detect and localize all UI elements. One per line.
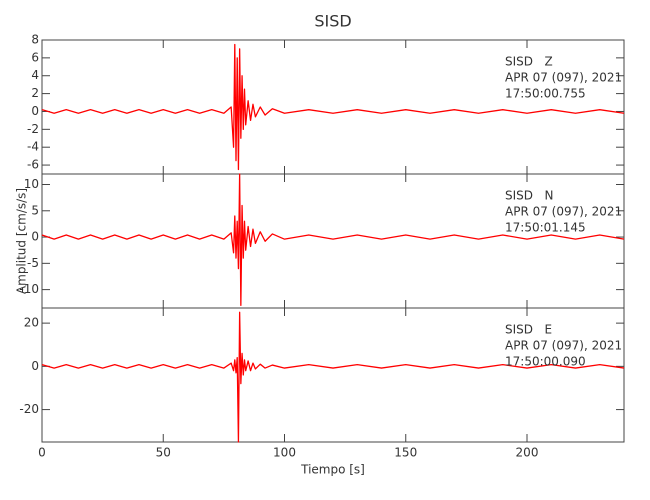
waveform [41, 173, 625, 307]
x-axis-label: Tiempo [s] [300, 463, 365, 477]
annotation: APR 07 (097), 2021 [505, 339, 622, 353]
y-tick-label: 20 [24, 316, 39, 330]
annotation: 17:50:00.090 [505, 355, 586, 369]
annotation: 17:50:00.755 [505, 87, 586, 101]
y-tick-label: 0 [31, 104, 39, 118]
x-tick-label: 0 [38, 446, 46, 460]
y-tick-label: 0 [31, 359, 39, 373]
y-tick-label: -4 [27, 140, 39, 154]
chart-title: SISD [314, 12, 351, 31]
y-tick-label: 6 [31, 50, 39, 64]
x-tick-label: 200 [516, 446, 539, 460]
waveform [41, 43, 625, 171]
waveform [41, 311, 625, 443]
y-tick-label: -10 [19, 282, 39, 296]
y-tick-label: -6 [27, 158, 39, 172]
x-tick-label: 100 [273, 446, 296, 460]
annotation: SISD N [505, 189, 553, 203]
y-axis-label: Amplitud [cm/s/s] [15, 188, 29, 294]
y-tick-label: 5 [31, 203, 39, 217]
y-tick-label: 8 [31, 33, 39, 47]
y-tick-label: 4 [31, 68, 39, 82]
annotation: APR 07 (097), 2021 [505, 71, 622, 85]
y-tick-label: -2 [27, 122, 39, 136]
annotation: 17:50:01.145 [505, 221, 586, 235]
y-tick-label: -5 [27, 256, 39, 270]
y-tick-label: 0 [31, 230, 39, 244]
annotation: SISD Z [505, 55, 553, 69]
annotation: SISD E [505, 323, 552, 337]
y-tick-label: 10 [24, 177, 39, 191]
y-tick-label: -20 [19, 402, 39, 416]
x-tick-label: 150 [394, 446, 417, 460]
annotation: APR 07 (097), 2021 [505, 205, 622, 219]
x-tick-label: 50 [156, 446, 171, 460]
y-tick-label: 2 [31, 86, 39, 100]
panel-frame [41, 307, 625, 443]
